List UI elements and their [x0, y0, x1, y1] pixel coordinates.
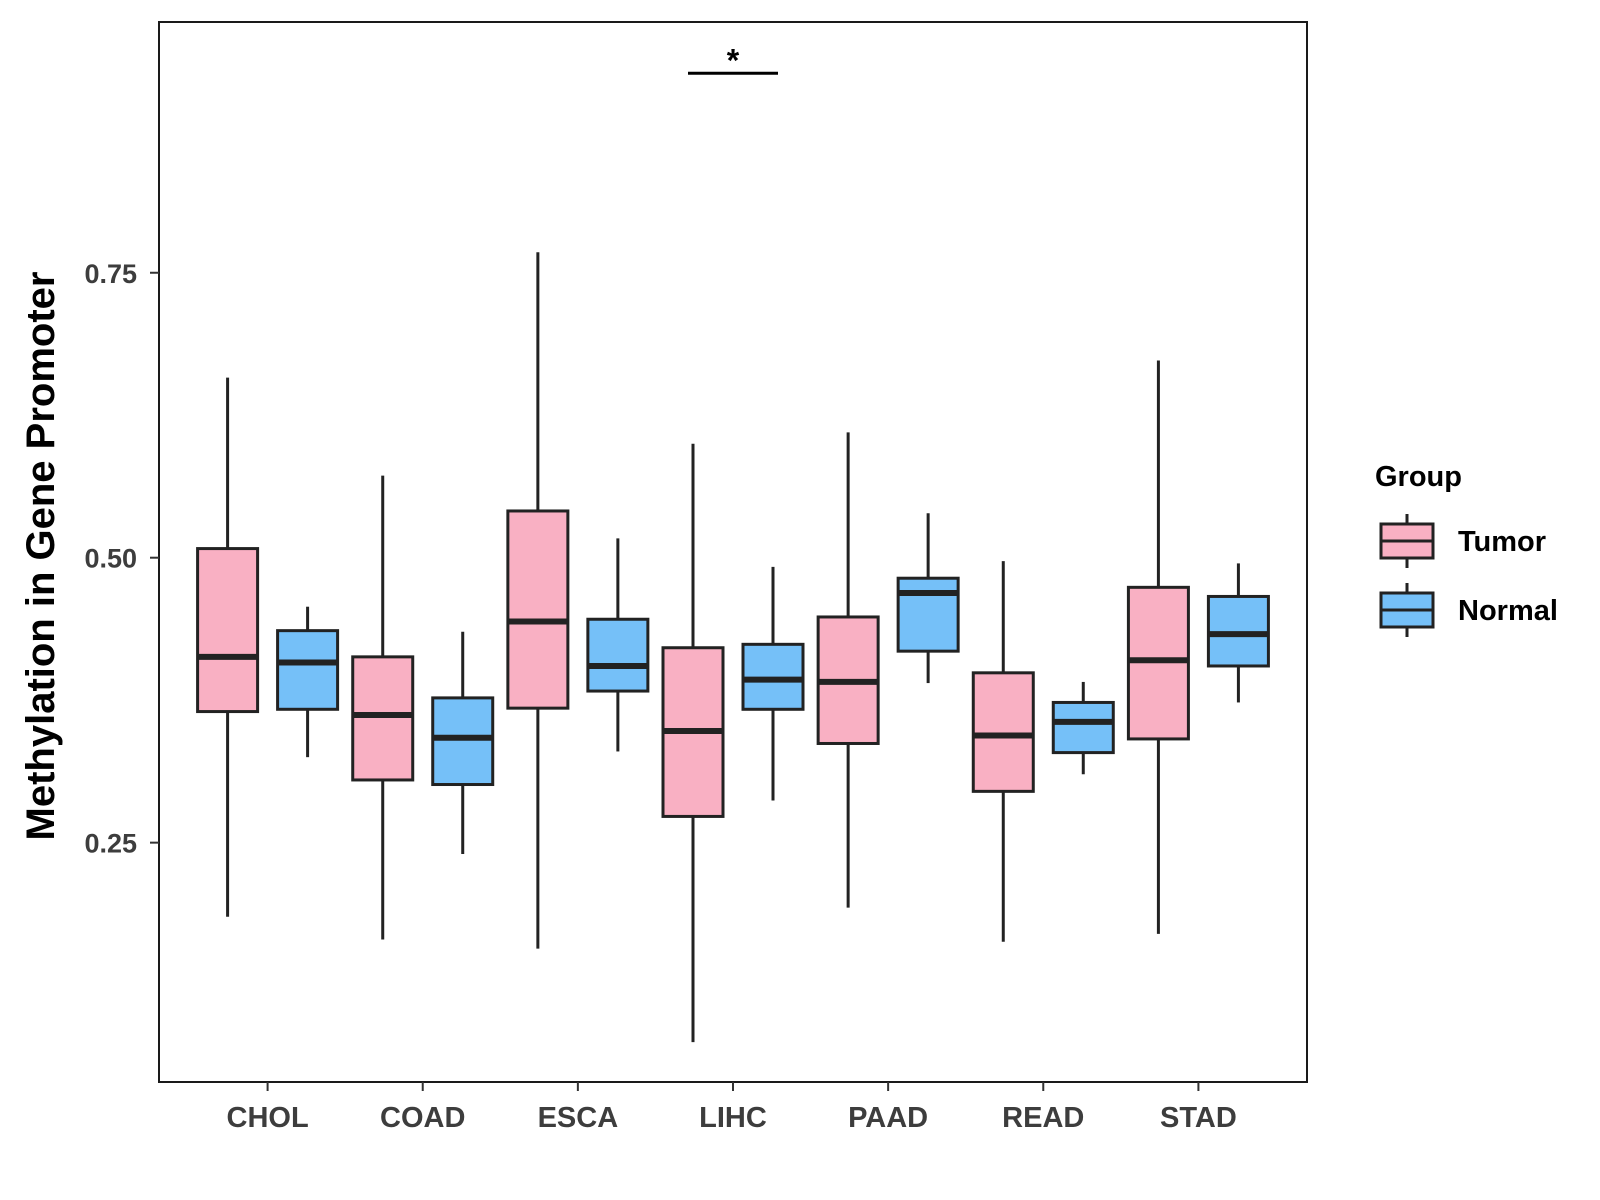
box-normal-stad [1206, 563, 1270, 703]
x-tick-label-lihc: LIHC [699, 1102, 767, 1134]
box-tumor-lihc [661, 443, 725, 1043]
legend-item-tumor: Tumor [1379, 514, 1546, 568]
box-iqr [896, 576, 960, 653]
x-tick-label-read: READ [1002, 1102, 1084, 1134]
box-iqr [196, 547, 260, 714]
box-normal-chol [276, 606, 340, 758]
box-iqr [506, 509, 570, 710]
y-tick-label: 0.50 [84, 544, 137, 574]
legend-label-tumor: Tumor [1458, 526, 1546, 558]
box-iqr [586, 617, 650, 693]
legend-title: Group [1375, 461, 1462, 493]
box-tumor-esca [506, 252, 570, 949]
x-tick-label-esca: ESCA [538, 1102, 619, 1134]
y-axis-title: Methylation in Gene Promoter [19, 272, 63, 841]
box-iqr [431, 696, 495, 787]
box-tumor-read [971, 561, 1035, 942]
legend-item-normal: Normal [1379, 583, 1558, 637]
box-normal-coad [431, 631, 495, 855]
x-tick-label-paad: PAAD [848, 1102, 928, 1134]
legend-items: Tumor Normal [1379, 514, 1558, 637]
box-tumor-coad [351, 475, 415, 940]
box-normal-lihc [741, 566, 805, 801]
box-normal-paad [896, 513, 960, 684]
box-iqr [1051, 700, 1115, 755]
box-iqr [351, 655, 415, 782]
axes-layer: 0.25 0.50 0.75 CHOL COAD ESCA LIHC PAAD READ STAD [84, 21, 1308, 1134]
x-tick-label-chol: CHOL [227, 1102, 309, 1134]
annotation-layer: * [688, 42, 778, 78]
box-tumor-stad [1126, 360, 1190, 934]
y-tick-label: 0.75 [84, 259, 137, 289]
x-tick-label-stad: STAD [1160, 1102, 1237, 1134]
significance-label: * [727, 42, 740, 78]
boxes-layer [196, 252, 1270, 1043]
box-iqr [971, 671, 1035, 793]
legend-label-normal: Normal [1458, 595, 1558, 627]
box-tumor-paad [816, 432, 880, 908]
legend: Group Tumor Normal [1375, 461, 1558, 637]
box-iqr [276, 629, 340, 711]
box-tumor-chol [196, 377, 260, 917]
x-tick-label-coad: COAD [380, 1102, 465, 1134]
y-tick-label: 0.25 [84, 829, 137, 859]
box-normal-esca [586, 538, 650, 752]
box-normal-read [1051, 681, 1115, 775]
